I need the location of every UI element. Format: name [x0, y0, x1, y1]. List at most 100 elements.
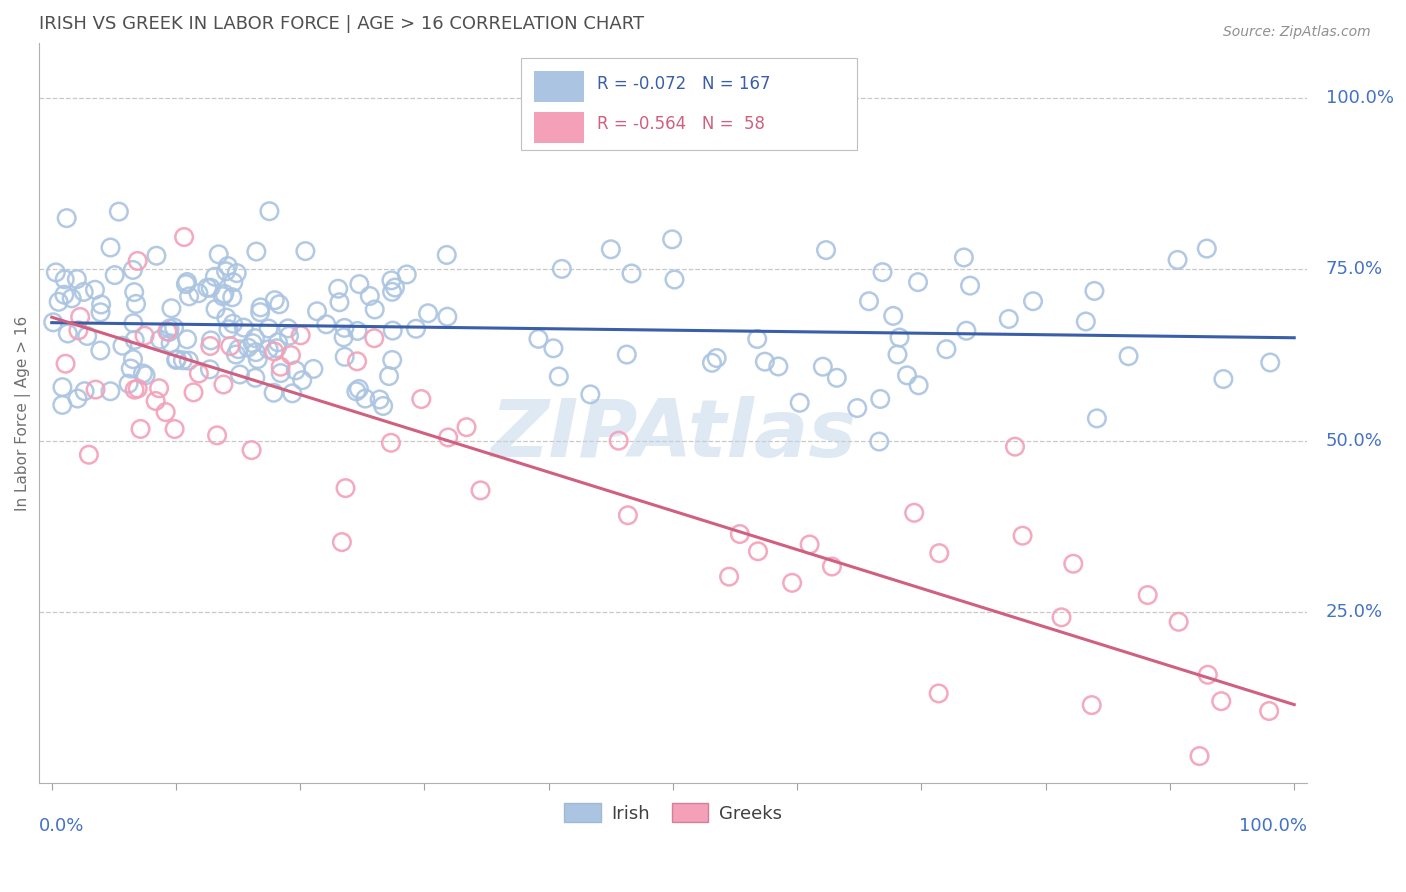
Point [903, 506, 925, 520]
Point [159, 321, 181, 335]
Point [1022, 294, 1045, 309]
Point [378, 369, 401, 384]
Point [328, 295, 350, 310]
Point [243, 331, 266, 345]
Point [811, 359, 834, 374]
Point [579, 387, 602, 401]
Point [200, 281, 222, 295]
Point [266, 341, 288, 355]
Point [959, 278, 981, 293]
Point [177, 353, 200, 368]
Point [48, 294, 70, 309]
Text: 100.0%: 100.0% [1239, 817, 1306, 835]
Point [270, 366, 292, 380]
Point [330, 535, 353, 549]
Point [53, 287, 76, 301]
Point [187, 367, 209, 381]
Point [706, 351, 728, 365]
Point [90, 297, 112, 311]
Point [607, 434, 630, 448]
Point [84, 383, 107, 397]
Point [754, 354, 776, 368]
Point [219, 339, 242, 353]
Point [246, 352, 269, 367]
Point [290, 328, 312, 343]
Text: 0.0%: 0.0% [39, 817, 84, 835]
Point [77, 448, 100, 462]
Y-axis label: In Labor Force | Age > 16: In Labor Force | Age > 16 [15, 316, 31, 511]
Point [174, 277, 197, 292]
Point [56, 326, 79, 341]
Point [395, 268, 418, 282]
Point [236, 341, 259, 355]
Point [1167, 615, 1189, 629]
Point [997, 312, 1019, 326]
Point [212, 377, 235, 392]
Point [456, 420, 478, 434]
Point [543, 341, 565, 355]
Point [436, 310, 458, 324]
Point [815, 243, 838, 257]
Point [907, 275, 929, 289]
Point [359, 289, 381, 303]
Point [53, 272, 76, 286]
Point [907, 378, 929, 392]
Point [953, 251, 976, 265]
Point [215, 310, 238, 325]
Point [259, 204, 281, 219]
Point [789, 396, 811, 410]
FancyBboxPatch shape [534, 71, 585, 103]
Point [245, 345, 267, 359]
Point [333, 350, 356, 364]
Point [872, 265, 894, 279]
Point [411, 392, 433, 406]
Point [100, 384, 122, 399]
Text: 25.0%: 25.0% [1326, 603, 1382, 621]
Point [1004, 440, 1026, 454]
Point [263, 385, 285, 400]
Point [368, 392, 391, 407]
Point [846, 401, 869, 415]
Point [55, 211, 77, 226]
Point [245, 244, 267, 259]
Point [89, 305, 111, 319]
Point [821, 559, 844, 574]
Text: 100.0%: 100.0% [1326, 88, 1393, 107]
Point [73, 384, 96, 399]
Legend: Irish, Greeks: Irish, Greeks [557, 797, 789, 830]
Point [620, 267, 643, 281]
Point [1085, 411, 1108, 425]
Point [664, 272, 686, 286]
Point [281, 386, 304, 401]
Point [149, 333, 172, 347]
Point [200, 334, 222, 348]
Point [935, 342, 957, 356]
Point [211, 289, 233, 303]
Point [768, 359, 790, 374]
Point [599, 242, 621, 256]
Point [380, 435, 402, 450]
Point [135, 368, 157, 383]
Point [869, 392, 891, 406]
Point [240, 443, 263, 458]
Text: IRISH VS GREEK IN LABOR FORCE | AGE > 16 CORRELATION CHART: IRISH VS GREEK IN LABOR FORCE | AGE > 16… [39, 15, 644, 33]
Point [120, 361, 142, 376]
Point [204, 302, 226, 317]
Point [242, 336, 264, 351]
Point [436, 248, 458, 262]
Point [1062, 557, 1084, 571]
Point [173, 230, 195, 244]
Point [124, 383, 146, 397]
Point [1211, 694, 1233, 708]
Point [470, 483, 492, 498]
Point [1050, 610, 1073, 624]
Point [134, 328, 156, 343]
Point [108, 204, 131, 219]
Point [127, 254, 149, 268]
Text: R = -0.564   N =  58: R = -0.564 N = 58 [598, 115, 765, 134]
Point [335, 481, 357, 495]
Point [263, 293, 285, 308]
Point [315, 318, 337, 332]
Point [1167, 252, 1189, 267]
Point [165, 352, 187, 367]
